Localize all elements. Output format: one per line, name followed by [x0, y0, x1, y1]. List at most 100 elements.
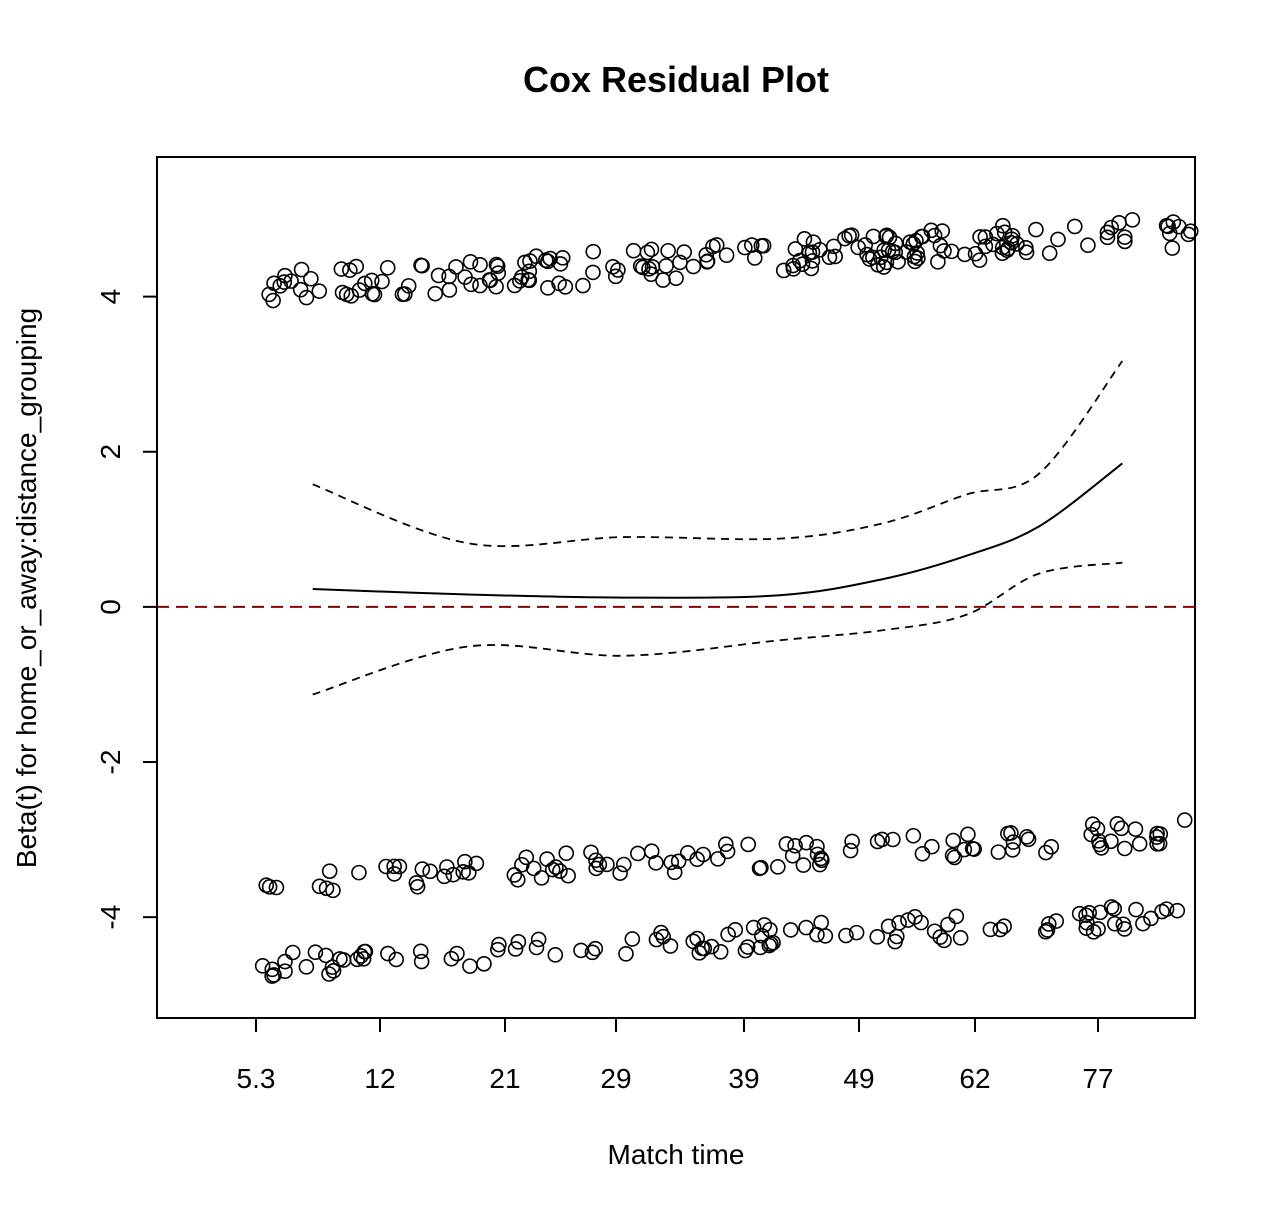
- residual-point-middle: [460, 865, 477, 881]
- residual-point-lower: [356, 943, 373, 960]
- residual-point-upper: [1003, 231, 1020, 247]
- residual-point-upper: [685, 258, 702, 275]
- residual-point-lower: [948, 908, 965, 925]
- residual-point-upper: [625, 242, 642, 259]
- residual-point-middle: [960, 826, 976, 843]
- residual-point-middle: [869, 833, 886, 850]
- residual-point-lower: [1135, 915, 1151, 932]
- residual-point-lower: [992, 921, 1009, 938]
- residual-point-upper: [1111, 214, 1127, 231]
- residual-point-middle: [1019, 829, 1035, 845]
- residual-point-middle: [468, 855, 485, 872]
- residual-point-upper: [910, 250, 926, 267]
- residual-point-middle: [770, 859, 786, 875]
- residual-point-upper: [374, 273, 390, 290]
- residual-point-upper: [472, 277, 488, 294]
- x-axis-label: Match time: [608, 1139, 745, 1170]
- residual-point-lower: [1040, 916, 1057, 932]
- residual-point-lower: [254, 958, 271, 974]
- residual-point-middle: [670, 853, 687, 870]
- x-tick-label: 77: [1082, 1063, 1113, 1094]
- residual-point-upper: [635, 259, 651, 276]
- residual-point-middle: [1020, 831, 1037, 848]
- residual-point-upper: [351, 282, 368, 298]
- residual-point-middle: [966, 841, 982, 857]
- residual-point-lower: [712, 944, 729, 960]
- residual-point-upper: [796, 231, 813, 247]
- residual-point-upper: [804, 253, 821, 269]
- residual-point-middle: [558, 845, 575, 862]
- residual-point-middle: [321, 863, 338, 879]
- residual-point-lower: [618, 946, 634, 962]
- residual-point-upper: [277, 267, 293, 284]
- residual-point-middle: [1043, 839, 1060, 855]
- x-tick-label: 12: [364, 1063, 395, 1094]
- residual-point-upper: [850, 239, 867, 256]
- residual-point-lower: [1090, 921, 1106, 937]
- residual-point-middle: [1109, 816, 1126, 832]
- residual-point-lower: [412, 943, 429, 960]
- residual-point-middle: [945, 832, 962, 849]
- residual-point-lower: [624, 931, 641, 947]
- residual-point-lower: [926, 923, 943, 940]
- residual-point-middle: [422, 863, 438, 880]
- residual-point-upper: [472, 257, 488, 273]
- residual-point-upper: [413, 257, 429, 274]
- residual-point-lower: [655, 928, 671, 945]
- residual-point-upper: [827, 248, 843, 265]
- residual-point-middle: [1090, 833, 1107, 849]
- residual-point-lower: [443, 950, 460, 967]
- residual-point-lower: [838, 927, 854, 944]
- residual-point-lower: [889, 928, 905, 945]
- residual-point-middle: [599, 856, 615, 873]
- residual-point-upper: [575, 277, 591, 294]
- residual-point-lower: [321, 966, 337, 982]
- residual-point-upper: [755, 237, 772, 254]
- residual-point-upper: [522, 253, 538, 269]
- residual-point-middle: [630, 845, 646, 862]
- residual-point-upper: [1124, 212, 1141, 228]
- residual-point-upper: [292, 281, 309, 298]
- residual-point-lower: [1128, 901, 1144, 918]
- residual-point-middle: [710, 851, 726, 867]
- residual-point-lower: [932, 929, 949, 945]
- residual-point-middle: [408, 875, 425, 891]
- residual-point-upper: [1117, 233, 1133, 250]
- residual-point-upper: [489, 258, 506, 274]
- residual-point-lower: [332, 951, 348, 967]
- residual-point-upper: [557, 279, 574, 295]
- residual-point-middle: [740, 836, 757, 853]
- residual-point-lower: [996, 918, 1012, 935]
- residual-point-middle: [795, 857, 812, 873]
- residual-point-upper: [265, 292, 281, 309]
- residual-point-lower: [737, 942, 754, 959]
- residual-point-upper: [1099, 229, 1116, 246]
- residual-point-lower: [869, 929, 886, 945]
- residual-point-upper: [298, 289, 315, 306]
- x-tick-label: 39: [728, 1063, 759, 1094]
- residual-point-upper: [994, 245, 1011, 261]
- residual-point-middle: [751, 860, 768, 877]
- y-axis-label: Beta(t) for home_or_away:distance_groupi…: [11, 308, 42, 868]
- residual-point-upper: [812, 241, 828, 258]
- residual-point-upper: [1050, 231, 1066, 248]
- residual-point-upper: [540, 280, 556, 296]
- residual-point-upper: [585, 243, 602, 260]
- residual-point-lower: [907, 909, 923, 925]
- residual-point-middle: [719, 843, 736, 860]
- residual-point-upper: [441, 282, 458, 298]
- residual-point-lower: [1048, 913, 1065, 929]
- residual-point-upper: [607, 268, 624, 285]
- residual-point-lower: [353, 948, 369, 964]
- residual-point-lower: [318, 947, 334, 964]
- residual-point-middle: [990, 844, 1007, 860]
- residual-point-lower: [727, 922, 744, 938]
- y-tick-label: 0: [95, 599, 126, 615]
- residual-point-lower: [1169, 902, 1186, 919]
- y-tick-label: 4: [95, 289, 126, 305]
- residual-point-middle: [548, 859, 564, 875]
- residual-point-upper: [488, 256, 505, 273]
- residual-point-upper: [348, 258, 365, 275]
- residual-point-lower: [952, 930, 969, 946]
